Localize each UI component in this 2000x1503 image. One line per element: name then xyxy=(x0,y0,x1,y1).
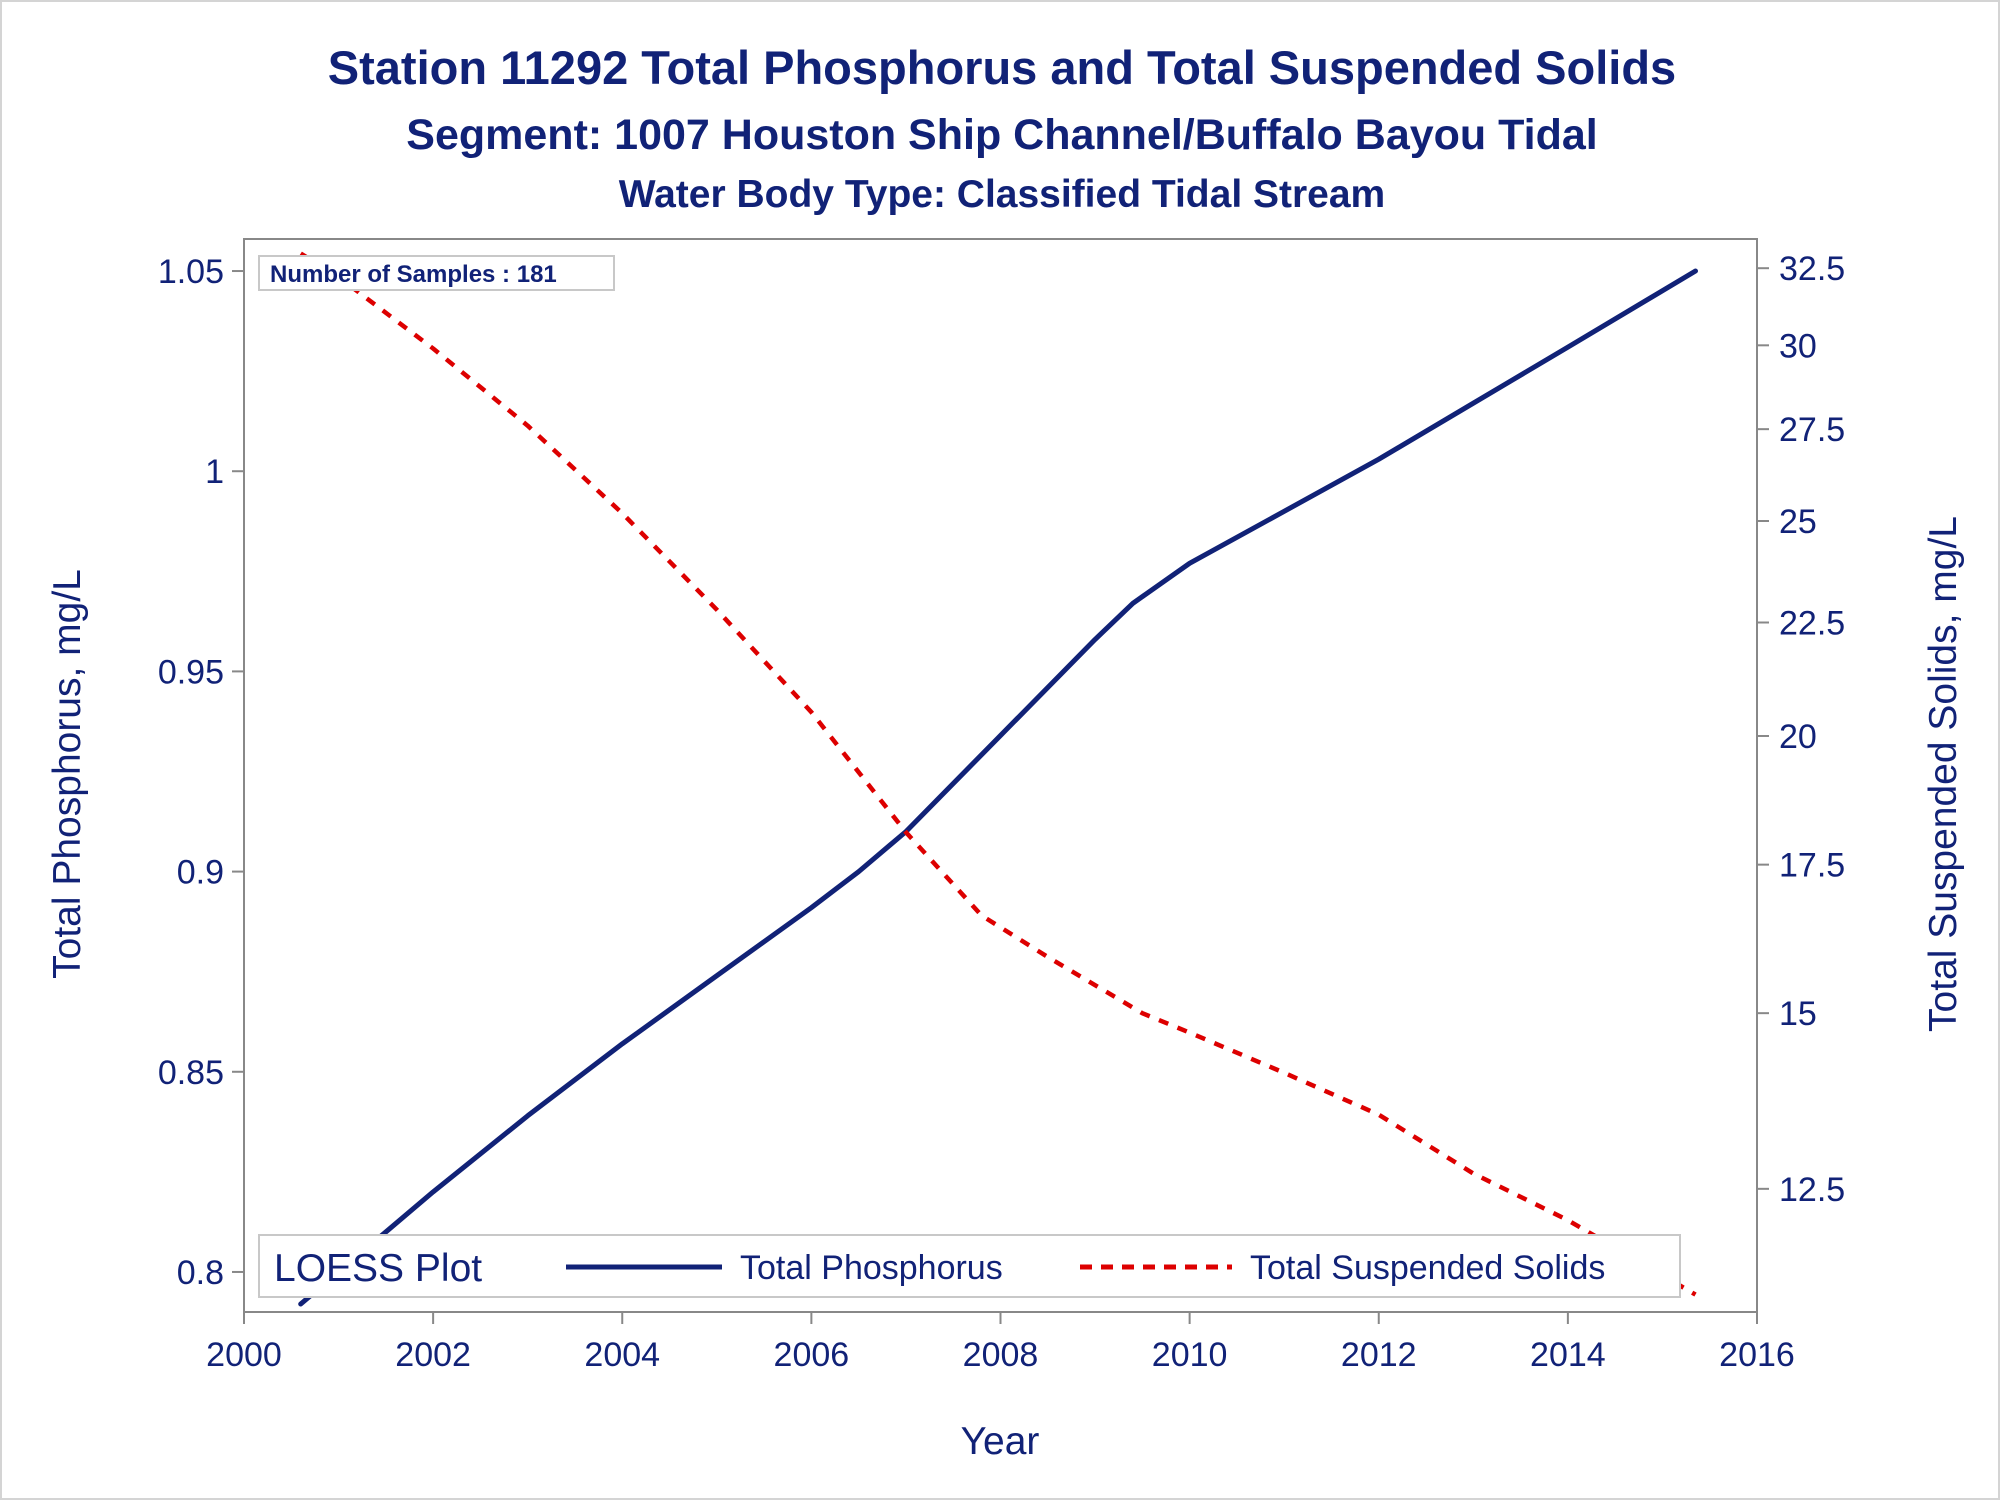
y2-tick-label: 25 xyxy=(1779,503,1817,541)
y-tick-label: 0.95 xyxy=(158,653,224,691)
x-tick-label: 2006 xyxy=(774,1336,850,1374)
y-axis-label-right: Total Suspended Solids, mg/L xyxy=(1922,516,1965,1032)
y2-tick-label: 30 xyxy=(1779,327,1817,365)
series-layer xyxy=(298,251,1698,1307)
series-line-total-phosphorus xyxy=(298,268,1698,1307)
y-tick-label: 0.8 xyxy=(177,1254,224,1292)
y2-tick-label: 15 xyxy=(1779,995,1817,1033)
plot-area xyxy=(243,238,1758,1313)
legend-title: LOESS Plot xyxy=(274,1247,482,1290)
chart-subtitle-waterbody: Water Body Type: Classified Tidal Stream xyxy=(619,173,1385,216)
y2-tick-label: 32.5 xyxy=(1779,250,1845,288)
y-axis-left: 0.8 0.85 0.9 0.95 1 1.05 xyxy=(158,253,244,1292)
y-axis-right: 12.5 15 17.5 20 22.5 25 27.5 30 32.5 xyxy=(1757,250,1845,1209)
y2-tick-label: 17.5 xyxy=(1779,847,1845,885)
x-axis: 2000 2002 2004 2006 2008 2010 2012 2014 2016 xyxy=(206,1312,1795,1374)
y2-tick-label: 20 xyxy=(1779,718,1817,756)
legend-label-tss: Total Suspended Solids xyxy=(1250,1249,1605,1287)
chart-subtitle-segment: Segment: 1007 Houston Ship Channel/Buffa… xyxy=(406,111,1597,159)
sample-count-box xyxy=(258,255,615,291)
legend-box xyxy=(258,1234,1681,1298)
legend-label-phosphorus: Total Phosphorus xyxy=(740,1249,1003,1287)
y-tick-label: 0.9 xyxy=(177,854,224,892)
sample-count-label: Number of Samples : 181 xyxy=(270,261,557,288)
x-tick-label: 2002 xyxy=(395,1336,471,1374)
y-tick-label: 0.85 xyxy=(158,1054,224,1092)
y-tick-label: 1 xyxy=(205,453,224,491)
chart-title: Station 11292 Total Phosphorus and Total… xyxy=(328,41,1676,94)
x-tick-label: 2014 xyxy=(1530,1336,1606,1374)
x-tick-label: 2016 xyxy=(1719,1336,1795,1374)
y-tick-label: 1.05 xyxy=(158,253,224,291)
y2-tick-label: 12.5 xyxy=(1779,1171,1845,1209)
y-axis-label-left: Total Phosphorus, mg/L xyxy=(46,569,89,979)
series-line-total-suspended-solids xyxy=(299,251,1697,1297)
x-tick-label: 2010 xyxy=(1152,1336,1228,1374)
y2-tick-label: 27.5 xyxy=(1779,411,1845,449)
x-tick-label: 2008 xyxy=(963,1336,1039,1374)
sample-count-inset: Number of Samples : 181 xyxy=(258,255,615,291)
x-tick-label: 2012 xyxy=(1341,1336,1417,1374)
x-axis-label: Year xyxy=(961,1420,1040,1463)
legend: LOESS Plot Total Phosphorus Total Suspen… xyxy=(258,1234,1681,1298)
x-tick-label: 2004 xyxy=(584,1336,660,1374)
x-tick-label: 2000 xyxy=(206,1336,282,1374)
y2-tick-label: 22.5 xyxy=(1779,605,1845,643)
